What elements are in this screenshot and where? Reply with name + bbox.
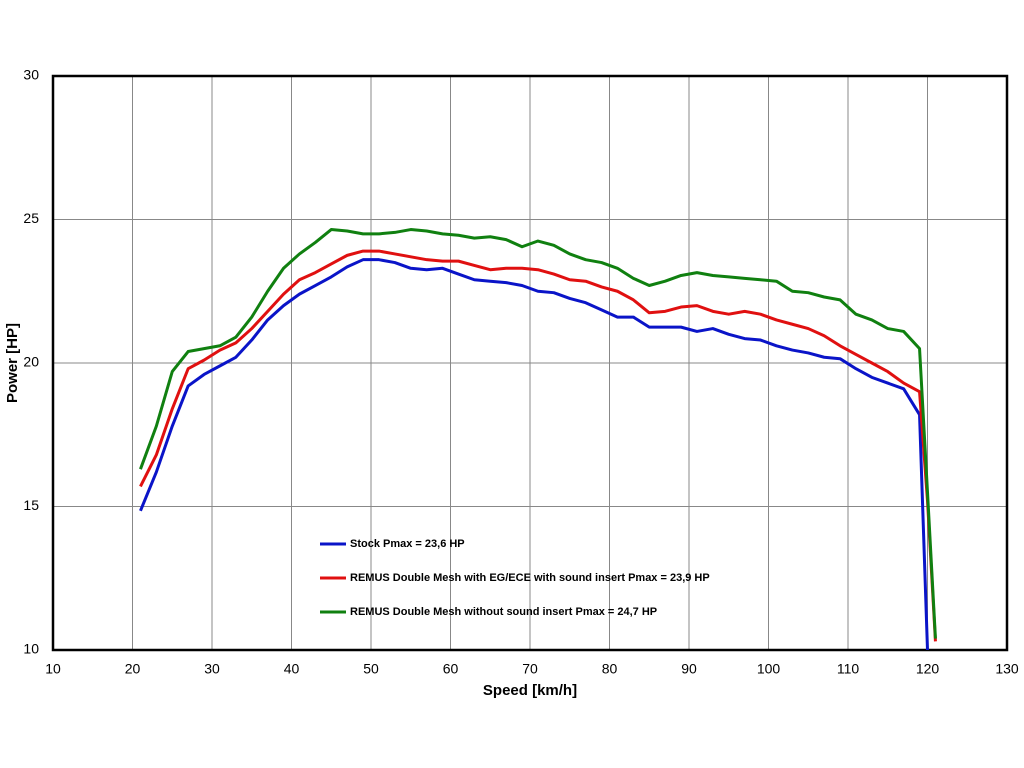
x-tick-label: 130 xyxy=(995,661,1019,677)
y-tick-label: 25 xyxy=(23,210,39,226)
x-tick-label: 50 xyxy=(363,661,379,677)
y-tick-label: 20 xyxy=(23,354,39,370)
line-series xyxy=(139,258,929,651)
y-axis-title: Power [HP] xyxy=(4,323,21,403)
legend-label: REMUS Double Mesh with EG/ECE with sound… xyxy=(350,572,710,584)
y-tick-label: 15 xyxy=(23,497,39,513)
line-series xyxy=(139,228,937,639)
line-series xyxy=(139,249,937,642)
x-tick-label: 110 xyxy=(837,661,860,677)
x-axis-title: Speed [km/h] xyxy=(483,682,577,699)
x-tick-label: 90 xyxy=(681,661,697,677)
legend-label: REMUS Double Mesh without sound insert P… xyxy=(350,606,657,618)
x-tick-label: 60 xyxy=(443,661,459,677)
y-tick-label: 30 xyxy=(23,67,39,83)
x-tick-label: 40 xyxy=(284,661,300,677)
x-tick-label: 120 xyxy=(916,661,940,677)
x-tick-label: 100 xyxy=(757,661,781,677)
x-tick-label: 10 xyxy=(45,661,61,677)
legend-label: Stock Pmax = 23,6 HP xyxy=(350,538,465,550)
plot-frame xyxy=(51,74,1009,652)
x-tick-label: 30 xyxy=(204,661,220,677)
y-tick-label: 10 xyxy=(23,641,39,657)
x-tick-label: 20 xyxy=(125,661,141,677)
x-tick-label: 70 xyxy=(522,661,538,677)
x-tick-label: 80 xyxy=(602,661,618,677)
